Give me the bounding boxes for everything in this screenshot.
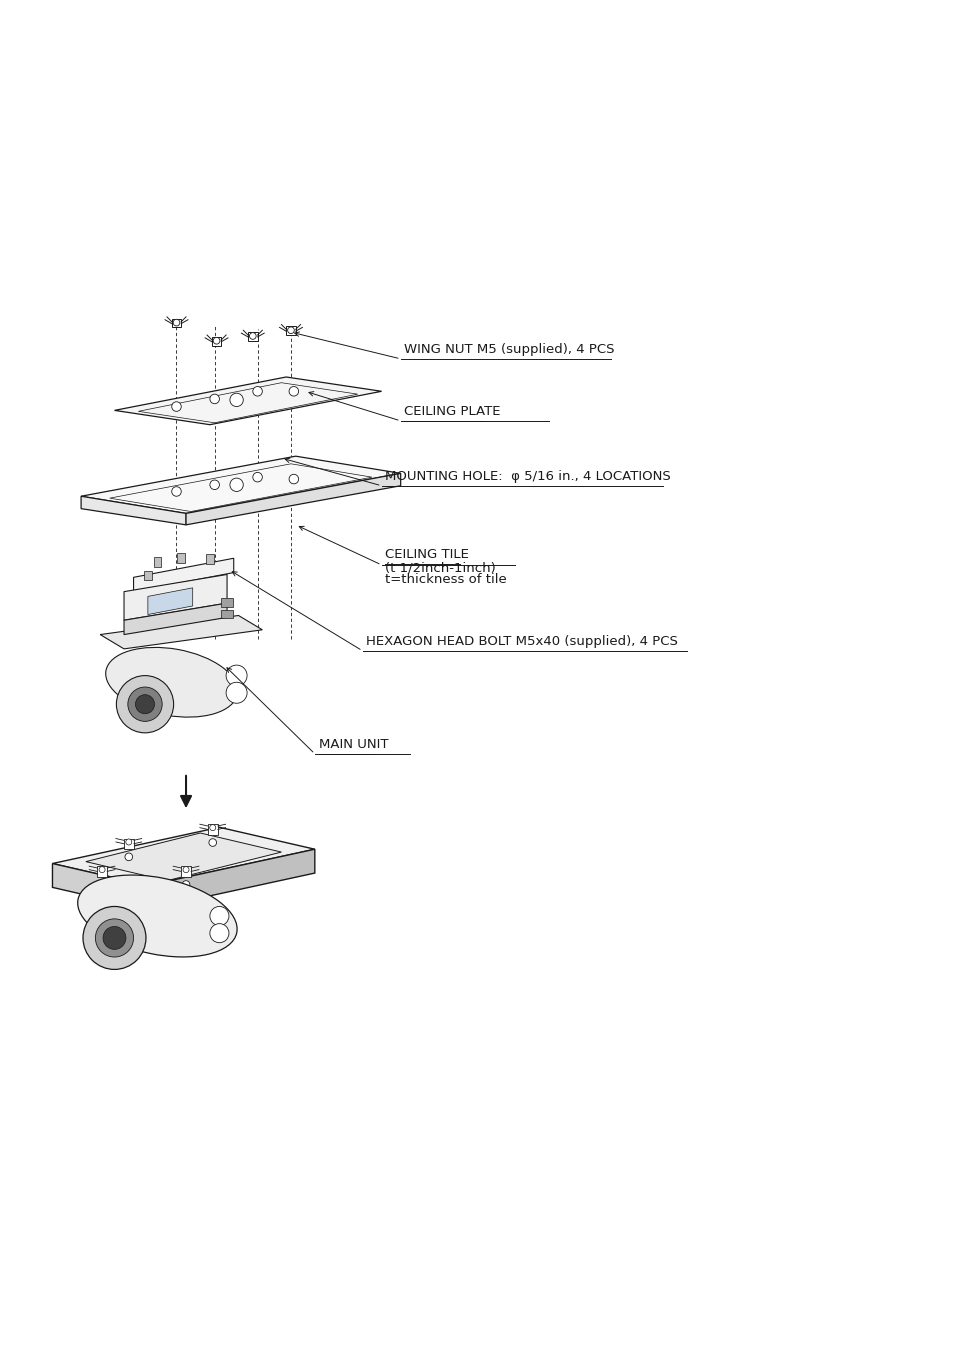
Bar [172,318,181,328]
Bar [221,599,233,607]
Polygon shape [81,457,400,514]
Polygon shape [52,828,314,885]
Ellipse shape [77,875,237,957]
Circle shape [210,480,219,489]
Circle shape [99,867,105,873]
Polygon shape [86,833,281,881]
Polygon shape [124,575,227,621]
Circle shape [98,881,106,889]
Polygon shape [148,588,193,615]
Text: CEILING PLATE: CEILING PLATE [404,405,500,417]
Text: (t 1/2inch-1inch): (t 1/2inch-1inch) [385,561,496,575]
Polygon shape [100,615,262,649]
Circle shape [289,386,298,396]
Circle shape [226,665,247,686]
Polygon shape [124,603,227,634]
Text: CEILING TILE: CEILING TILE [385,549,469,561]
Bar [181,866,191,877]
Circle shape [210,394,219,404]
Circle shape [183,867,189,873]
Text: MAIN UNIT: MAIN UNIT [318,738,388,751]
Circle shape [173,320,179,327]
Circle shape [210,906,229,925]
Circle shape [116,676,173,733]
Polygon shape [148,850,314,909]
Bar [97,866,107,877]
Circle shape [103,927,126,950]
Bar [248,332,257,340]
Bar [153,557,161,566]
Polygon shape [114,377,381,424]
Text: MOUNTING HOLE:  φ 5/16 in., 4 LOCATIONS: MOUNTING HOLE: φ 5/16 in., 4 LOCATIONS [385,470,671,482]
Circle shape [83,906,146,969]
Polygon shape [81,496,186,524]
Bar [177,553,185,564]
Circle shape [95,919,133,957]
Circle shape [172,402,181,412]
Circle shape [226,683,247,703]
Circle shape [210,924,229,943]
Circle shape [230,393,243,406]
Bar [286,327,295,335]
Circle shape [250,332,255,339]
Ellipse shape [106,648,237,717]
Circle shape [128,687,162,721]
Circle shape [213,337,219,344]
Bar [124,839,133,848]
Bar [221,610,233,618]
Polygon shape [133,558,233,592]
Circle shape [126,839,132,846]
Bar [208,824,217,835]
Circle shape [210,825,215,831]
Circle shape [172,486,181,496]
Circle shape [135,695,154,714]
Circle shape [209,839,216,847]
Text: WING NUT M5 (supplied), 4 PCS: WING NUT M5 (supplied), 4 PCS [404,343,615,356]
Bar [212,337,221,346]
Circle shape [125,854,132,860]
Text: t=thickness of tile: t=thickness of tile [385,573,507,585]
Circle shape [289,474,298,484]
Bar [206,554,213,564]
Bar [144,570,152,580]
Circle shape [253,386,262,396]
Circle shape [182,881,190,889]
Circle shape [253,473,262,482]
Polygon shape [52,863,148,909]
Polygon shape [186,473,400,524]
Text: HEXAGON HEAD BOLT M5x40 (supplied), 4 PCS: HEXAGON HEAD BOLT M5x40 (supplied), 4 PC… [366,635,678,648]
Circle shape [230,478,243,492]
Circle shape [288,327,294,333]
